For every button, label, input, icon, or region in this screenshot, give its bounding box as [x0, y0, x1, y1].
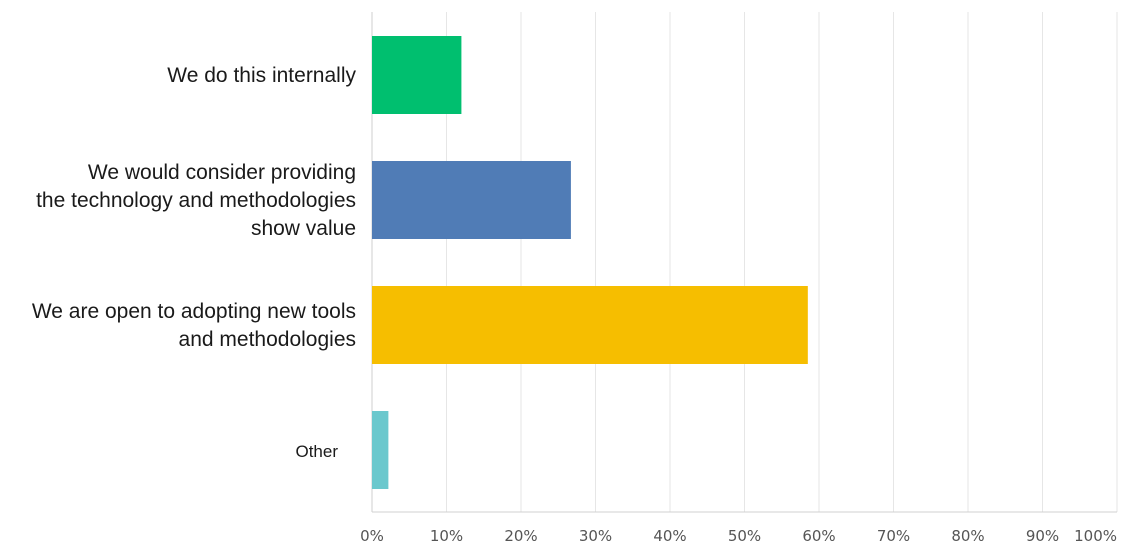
category-label: Other — [295, 442, 338, 461]
x-tick-label: 0% — [360, 527, 384, 545]
x-tick-label: 30% — [579, 527, 612, 545]
x-tick-label: 70% — [877, 527, 910, 545]
bars — [372, 36, 808, 489]
x-tick-label: 100% — [1074, 527, 1117, 545]
x-tick-label: 80% — [951, 527, 984, 545]
category-label-line: and methodologies — [179, 328, 356, 351]
x-tick-label: 20% — [504, 527, 537, 545]
gridlines — [372, 12, 1117, 512]
category-label-line: the technology and methodologies — [36, 189, 356, 212]
bar — [372, 161, 571, 239]
x-axis-ticks: 0% 10% 20% 30% 40% 50% 60% 70% 80% 90% 100% — [360, 527, 1117, 545]
category-label-line: show value — [251, 217, 356, 240]
category-label: We are open to adopting new tools and met… — [32, 300, 356, 351]
bar — [372, 411, 388, 489]
bar — [372, 286, 808, 364]
x-tick-label: 10% — [430, 527, 463, 545]
category-label-line: We do this internally — [167, 64, 356, 87]
category-label-line: We are open to adopting new tools — [32, 300, 356, 323]
x-tick-label: 90% — [1026, 527, 1059, 545]
x-tick-label: 60% — [802, 527, 835, 545]
category-label: We would consider providing the technolog… — [36, 161, 356, 240]
bar — [372, 36, 461, 114]
category-label-line: Other — [295, 442, 338, 461]
x-tick-label: 40% — [653, 527, 686, 545]
category-label: We do this internally — [167, 64, 356, 87]
category-labels: We do this internally We would consider p… — [32, 64, 357, 461]
x-tick-label: 50% — [728, 527, 761, 545]
category-label-line: We would consider providing — [88, 161, 356, 184]
